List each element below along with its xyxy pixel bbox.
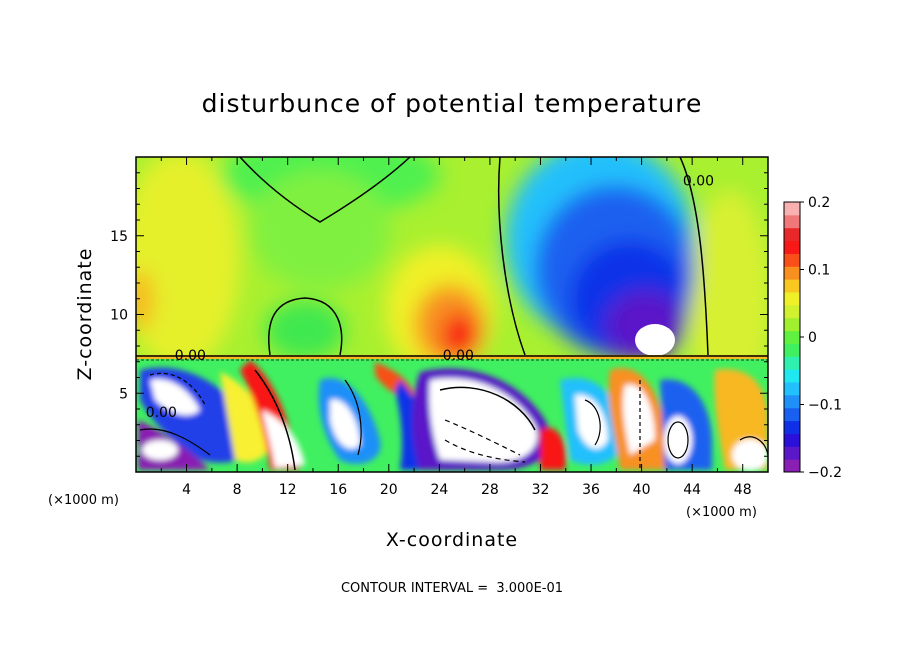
colorbar-tick-label: 0.1 (808, 263, 830, 279)
colorbar-swatch (784, 459, 800, 473)
plot-area (136, 157, 768, 472)
y-tick-label: 5 (119, 386, 128, 402)
colorbar-swatch (784, 356, 800, 370)
colorbar-swatch (784, 304, 800, 319)
x-unit-right: (×1000 m) (686, 505, 757, 520)
colorbar-swatch (784, 227, 800, 242)
colorbar-swatch (784, 446, 800, 460)
colorbar-swatch (784, 240, 800, 254)
x-tick-label: 40 (633, 482, 651, 498)
chart-title: disturbunce of potential temperature (202, 89, 703, 118)
contour-line (667, 421, 689, 459)
x-tick-label: 24 (430, 482, 448, 498)
colorbar-swatch (784, 382, 800, 396)
colorbar: 0.2 0.1 0 −0.1 −0.2 (784, 195, 842, 481)
contour-line (239, 157, 411, 223)
interface-band (136, 355, 768, 359)
x-tick-label: 4 (182, 482, 191, 498)
colorbar-swatch (784, 202, 800, 216)
x-tick-label: 44 (683, 482, 701, 498)
colorbar-swatch (784, 407, 800, 422)
x-tick-label: 12 (279, 482, 297, 498)
contour-label: 0.00 (683, 173, 714, 189)
colorbar-swatch (784, 330, 800, 344)
contour-label: 0.00 (146, 405, 177, 421)
contour-line (254, 369, 296, 471)
x-tick-label: 32 (532, 482, 550, 498)
colorbar-swatch (784, 253, 800, 267)
colorbar-swatch (784, 420, 800, 434)
x-tick-label: 48 (734, 482, 752, 498)
y-tick-label: 15 (110, 229, 128, 245)
colorbar-tick-label: 0.2 (808, 195, 830, 211)
contour-label: 0.00 (175, 348, 206, 364)
colorbar-swatch (784, 214, 800, 229)
contour-line (439, 386, 536, 431)
contour-line (739, 436, 768, 456)
colorbar-swatch (784, 394, 800, 409)
x-unit-left: (×1000 m) (48, 493, 119, 508)
colorbar-tick-label: −0.2 (808, 465, 842, 481)
x-tick-label: 16 (329, 482, 347, 498)
x-tick-label: 28 (481, 482, 499, 498)
x-axis-label: X-coordinate (386, 529, 518, 551)
contour-line (584, 399, 601, 446)
contour-label: 0.00 (443, 348, 474, 364)
plot-frame (135, 156, 769, 473)
contour-line (444, 439, 526, 463)
contour-line (344, 379, 362, 456)
contour-line (498, 157, 526, 356)
contour-interval-note: CONTOUR INTERVAL = 3.000E-01 (341, 581, 563, 596)
contour-line (139, 428, 211, 456)
contour-line (679, 157, 709, 356)
colorbar-tick-label: 0 (808, 330, 817, 346)
colorbar-frame (783, 201, 801, 473)
colorbar-swatch (784, 292, 800, 306)
x-tick-label: 36 (582, 482, 600, 498)
y-tick-label: 10 (110, 308, 128, 324)
x-tick-label: 8 (233, 482, 242, 498)
y-axis-label: Z-coordinate (74, 248, 96, 381)
contour-labels: 0.00 0.00 0.00 0.00 (146, 173, 714, 421)
colorbar-swatch (784, 266, 800, 280)
colorbar-swatch (784, 317, 800, 332)
x-tick-label: 20 (380, 482, 398, 498)
contour-line (444, 419, 521, 456)
lower-field-features (138, 360, 768, 471)
colorbar-tick-label: −0.1 (808, 398, 842, 414)
contour-line (268, 297, 343, 356)
colorbar-swatch (784, 369, 800, 383)
colorbar-swatch (784, 343, 800, 357)
colorbar-swatch (784, 279, 800, 293)
upper-white-blob (635, 324, 675, 356)
colorbar-swatch (784, 433, 800, 447)
